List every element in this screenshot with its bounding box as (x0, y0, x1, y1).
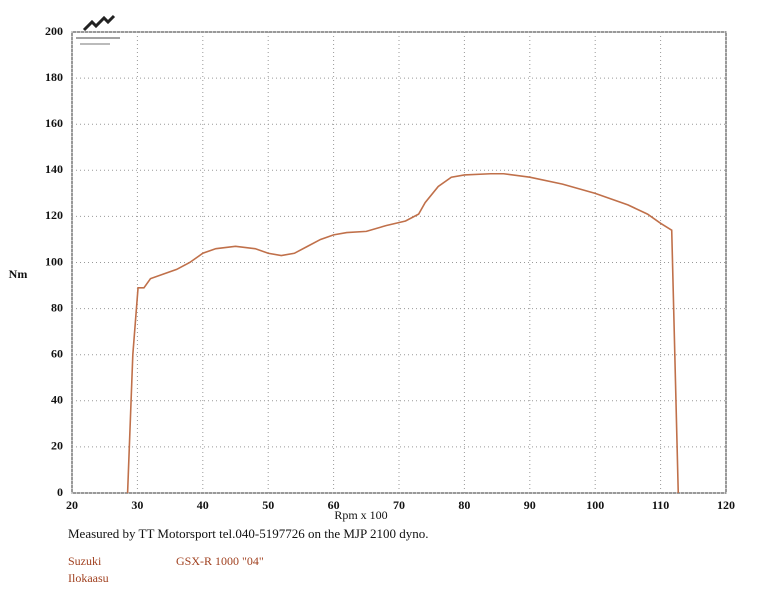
y-tick-label: 140 (45, 162, 63, 176)
x-tick-label: 80 (458, 498, 470, 512)
y-tick-label: 0 (57, 485, 63, 499)
x-tick-label: 40 (197, 498, 209, 512)
x-tick-label: 30 (131, 498, 143, 512)
x-tick-label: 60 (328, 498, 340, 512)
y-tick-label: 200 (45, 24, 63, 38)
y-tick-label: 100 (45, 254, 63, 268)
y-tick-label: 120 (45, 208, 63, 222)
x-tick-label: 120 (717, 498, 735, 512)
make: Suzuki (68, 554, 102, 568)
y-tick-label: 60 (51, 346, 63, 360)
x-tick-label: 110 (652, 498, 669, 512)
y-tick-label: 20 (51, 439, 63, 453)
x-axis-title: Rpm x 100 (334, 508, 387, 522)
y-tick-label: 80 (51, 300, 63, 314)
x-tick-label: 90 (524, 498, 536, 512)
x-tick-label: 100 (586, 498, 604, 512)
model: GSX-R 1000 "04" (176, 554, 264, 568)
y-tick-label: 40 (51, 393, 63, 407)
x-tick-label: 50 (262, 498, 274, 512)
torque-line (126, 172, 680, 494)
caption: Measured by TT Motorsport tel.040-519772… (68, 526, 429, 541)
y-tick-label: 180 (45, 70, 63, 84)
plot-frame (71, 31, 727, 494)
x-tick-label: 70 (393, 498, 405, 512)
x-tick-label: 20 (66, 498, 78, 512)
y-axis-title: Nm (9, 267, 28, 281)
logo (76, 14, 120, 45)
y-tick-label: 160 (45, 116, 63, 130)
owner: Ilokaasu (68, 571, 109, 585)
